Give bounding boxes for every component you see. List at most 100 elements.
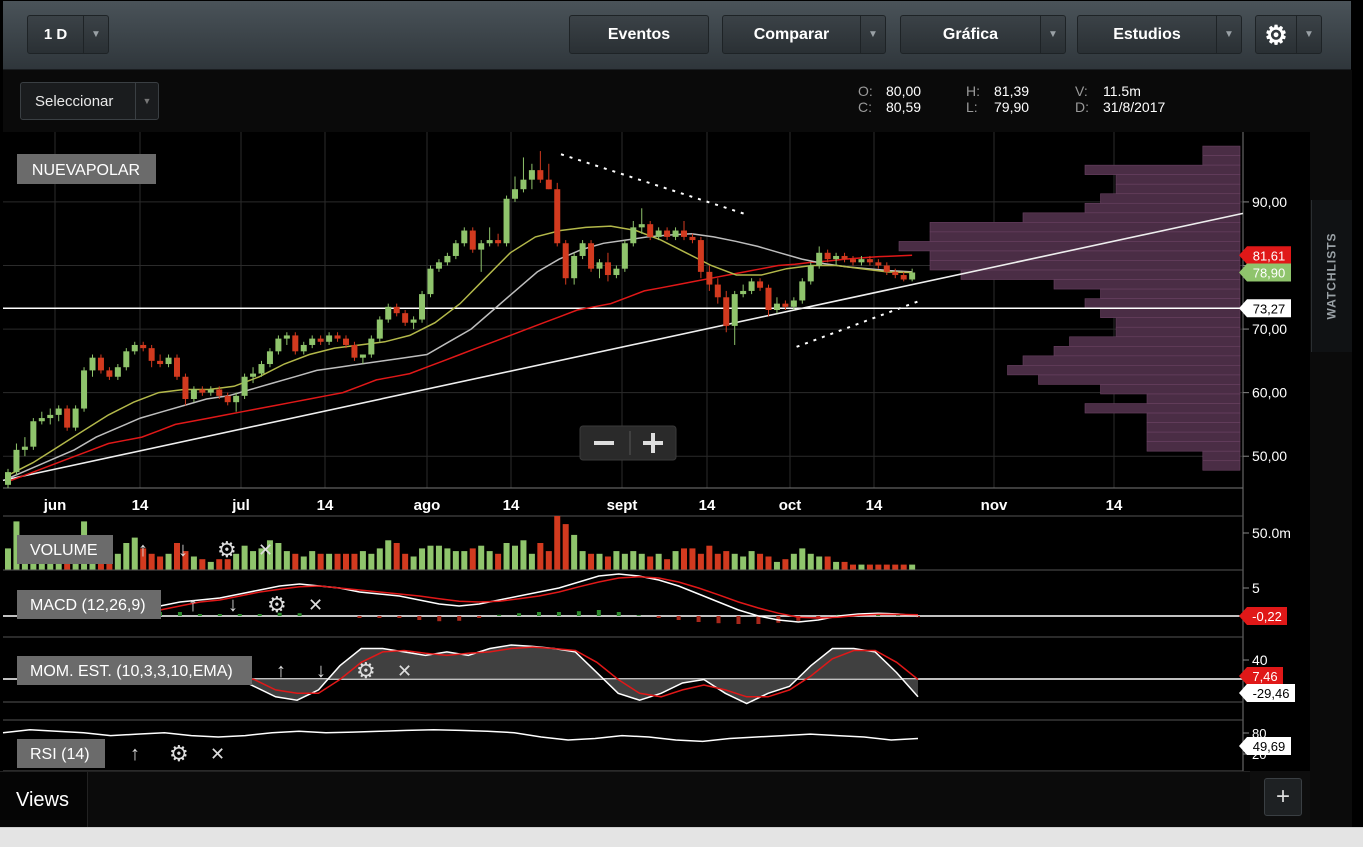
chart-type-button[interactable]: Gráfica ▼	[900, 15, 1066, 54]
volume-bar	[368, 554, 374, 570]
settings-button[interactable]: ⚙ ▼	[1255, 15, 1322, 54]
volume-bar	[647, 557, 653, 571]
close-key: C:	[858, 99, 886, 115]
candle-body	[292, 335, 298, 351]
macd-histogram-bar	[657, 616, 661, 618]
price-label-text: 78,90	[1253, 265, 1286, 280]
candle-body	[520, 180, 526, 190]
volume-bar	[149, 554, 155, 570]
macd-value: -0,22	[1252, 609, 1282, 624]
volume-profile-bar	[1085, 299, 1240, 309]
macd-histogram-bar	[397, 616, 401, 618]
volume-bar	[537, 543, 543, 570]
macd-histogram-bar	[178, 612, 182, 616]
info-bar: Seleccionar ▼ O:80,00 C:80,59 H:81,39 L:…	[3, 70, 1310, 132]
candle-body	[884, 266, 890, 272]
volume-bar	[419, 548, 425, 570]
candle-body	[597, 262, 603, 268]
compare-label: Comparar	[723, 26, 860, 44]
macd-histogram-bar	[477, 616, 481, 618]
chart-area[interactable]: jun14jul14ago14sept14oct14nov1490,0080,0…	[0, 132, 1310, 771]
volume-profile-bar	[1116, 184, 1240, 194]
compare-button[interactable]: Comparar ▼	[722, 15, 886, 54]
macd-histogram-bar	[258, 614, 262, 616]
x-tick-label: jun	[43, 497, 67, 514]
volume-profile-bar	[1116, 327, 1240, 337]
candle-body	[39, 418, 45, 421]
chevron-down-icon[interactable]: ▼	[1040, 16, 1065, 53]
volume-bar	[157, 557, 163, 571]
macd-histogram-bar	[517, 613, 521, 616]
watchlists-tab[interactable]: WATCHLISTS	[1311, 200, 1352, 352]
volume-bar	[656, 554, 662, 570]
candle-body	[706, 272, 712, 285]
volume-bar	[867, 565, 873, 570]
volume-bar	[757, 554, 763, 570]
volume-bar	[292, 554, 298, 570]
volume-bar	[529, 554, 535, 570]
candle-body	[123, 351, 129, 367]
volume-bar	[597, 554, 603, 570]
volume-bar	[5, 548, 11, 570]
candle-body	[191, 389, 197, 399]
high-key: H:	[966, 83, 994, 99]
candle-body	[487, 240, 493, 243]
candle-body	[368, 339, 374, 355]
volume-bar	[242, 546, 248, 570]
candle-body	[453, 243, 459, 256]
volume-bar	[402, 554, 408, 570]
candle-body	[588, 243, 594, 268]
volume-profile-bar	[1147, 442, 1240, 452]
views-tab[interactable]: Views	[0, 772, 88, 828]
close-icon: ✕	[308, 595, 323, 615]
add-view-button[interactable]: +	[1264, 778, 1302, 816]
candle-body	[656, 231, 662, 237]
candle-body	[909, 272, 915, 279]
gear-icon: ⚙	[356, 658, 376, 683]
studies-button[interactable]: Estudios ▼	[1077, 15, 1242, 54]
macd-histogram-bar	[437, 616, 441, 621]
volume-bar	[706, 546, 712, 570]
candle-body	[842, 256, 848, 259]
chevron-down-icon[interactable]: ▼	[83, 16, 108, 53]
chevron-down-icon[interactable]: ▼	[860, 16, 885, 53]
arrow-down-icon: ↓	[228, 594, 238, 616]
volume-profile-bar	[1147, 394, 1240, 404]
period-select[interactable]: 1 D ▼	[27, 15, 109, 54]
y-tick-label: 40	[1252, 652, 1268, 668]
macd-histogram-bar	[756, 616, 760, 624]
chart-title: NUEVAPOLAR	[32, 162, 140, 179]
candle-body	[766, 288, 772, 310]
rsi-label: RSI (14)	[30, 746, 90, 763]
candle-body	[275, 339, 281, 352]
chevron-down-icon[interactable]: ▼	[135, 83, 158, 119]
y-tick-label: 60,00	[1252, 385, 1287, 401]
macd-label: MACD (12,26,9)	[30, 597, 146, 614]
candle-body	[343, 339, 349, 345]
x-tick-label: ago	[414, 497, 441, 514]
x-tick-label: sept	[607, 497, 638, 514]
candle-body	[901, 275, 907, 279]
candle-body	[22, 447, 28, 450]
price-label-text: 73,27	[1253, 301, 1286, 316]
select-dropdown[interactable]: Seleccionar ▼	[20, 82, 159, 120]
candle-body	[208, 389, 214, 392]
candle-body	[698, 240, 704, 272]
volume-bar	[520, 540, 526, 570]
volume-profile-bar	[1101, 308, 1241, 318]
volume-bar	[351, 554, 357, 570]
volume-bar	[622, 554, 628, 570]
chevron-down-icon[interactable]: ▼	[1296, 16, 1321, 53]
volume-bar	[563, 524, 569, 570]
candle-body	[799, 281, 805, 300]
volume-bar	[884, 565, 890, 570]
events-button[interactable]: Eventos	[569, 15, 709, 54]
macd-histogram-bar	[736, 616, 740, 624]
candle-body	[622, 243, 628, 268]
volume-profile-bar	[1023, 356, 1240, 366]
chevron-down-icon[interactable]: ▼	[1216, 16, 1241, 53]
arrow-down-icon: ↓	[316, 660, 326, 682]
x-tick-label: jul	[231, 497, 250, 514]
candle-body	[106, 370, 112, 376]
candle-body	[81, 370, 87, 408]
